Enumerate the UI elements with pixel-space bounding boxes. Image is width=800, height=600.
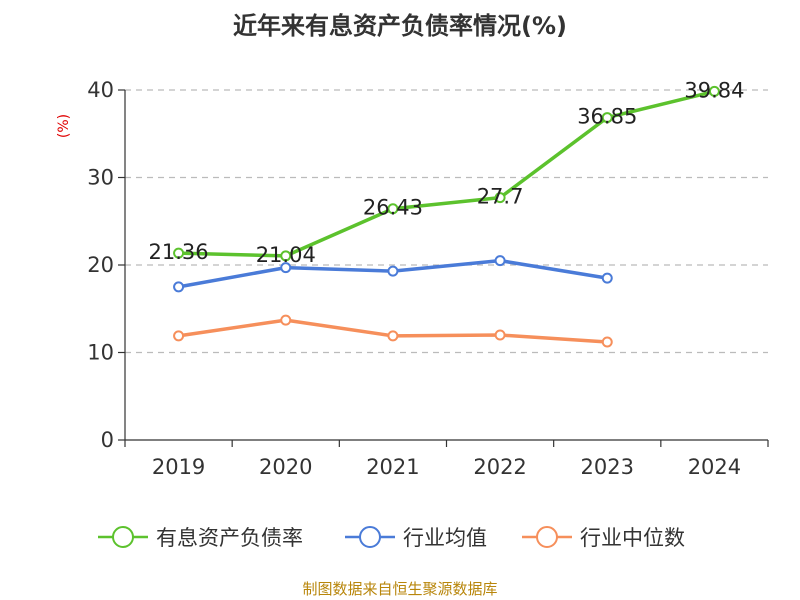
data-label: 27.7 bbox=[477, 185, 524, 209]
data-point bbox=[173, 330, 185, 342]
data-point bbox=[601, 112, 613, 124]
source-note: 制图数据来自恒生聚源数据库 bbox=[302, 580, 497, 598]
data-label: 21.04 bbox=[256, 243, 316, 267]
x-tick-label: 2021 bbox=[366, 455, 419, 479]
y-tick-label: 20 bbox=[87, 253, 114, 277]
y-axis-unit-label: (%) bbox=[56, 114, 72, 138]
data-point bbox=[708, 85, 720, 97]
legend-marker bbox=[112, 526, 134, 548]
legend-label: 有息资产负债率 bbox=[156, 526, 303, 550]
data-point bbox=[494, 329, 506, 341]
chart-title: 近年来有息资产负债率情况(%) bbox=[233, 12, 567, 40]
x-tick-label: 2024 bbox=[688, 455, 741, 479]
legend-marker bbox=[536, 526, 558, 548]
legend-label: 行业中位数 bbox=[580, 526, 685, 550]
data-labels: 21.36 21.04 26.43 27.7 36.85 39.84 bbox=[149, 78, 745, 267]
data-point bbox=[494, 255, 506, 267]
data-point bbox=[280, 250, 292, 262]
data-point bbox=[601, 272, 613, 284]
x-tick-label: 2019 bbox=[152, 455, 205, 479]
x-tick-label: 2023 bbox=[581, 455, 634, 479]
data-point bbox=[387, 265, 399, 277]
data-point bbox=[173, 247, 185, 259]
y-tick-label: 30 bbox=[87, 166, 114, 190]
data-label: 21.36 bbox=[149, 240, 209, 264]
y-tick-label: 40 bbox=[87, 78, 114, 102]
legend-item[interactable]: 行业中位数 bbox=[522, 526, 685, 550]
legend-label: 行业均值 bbox=[403, 526, 487, 550]
data-point bbox=[494, 192, 506, 204]
legend[interactable]: 有息资产负债率 行业均值 行业中位数 bbox=[98, 526, 685, 550]
x-tick-label: 2022 bbox=[473, 455, 526, 479]
grid-lines bbox=[125, 89, 768, 354]
y-tick-label: 10 bbox=[87, 341, 114, 365]
data-point bbox=[601, 336, 613, 348]
axes: 0 10 20 30 40 2019 2020 2021 2022 2023 2024 bbox=[87, 78, 769, 479]
data-label: 36.85 bbox=[577, 105, 637, 129]
legend-item[interactable]: 行业均值 bbox=[345, 526, 487, 550]
data-point bbox=[173, 281, 185, 293]
data-point bbox=[387, 330, 399, 342]
x-tick-label: 2020 bbox=[259, 455, 312, 479]
data-point bbox=[280, 314, 292, 326]
legend-item[interactable]: 有息资产负债率 bbox=[98, 526, 303, 550]
legend-marker bbox=[359, 526, 381, 548]
data-point bbox=[387, 203, 399, 215]
data-label: 26.43 bbox=[363, 196, 423, 220]
y-tick-label: 0 bbox=[101, 428, 114, 452]
series-line-有息资产负债率 bbox=[178, 89, 715, 258]
data-point bbox=[280, 262, 292, 274]
series-group bbox=[173, 85, 720, 348]
data-label: 39.84 bbox=[684, 78, 744, 102]
